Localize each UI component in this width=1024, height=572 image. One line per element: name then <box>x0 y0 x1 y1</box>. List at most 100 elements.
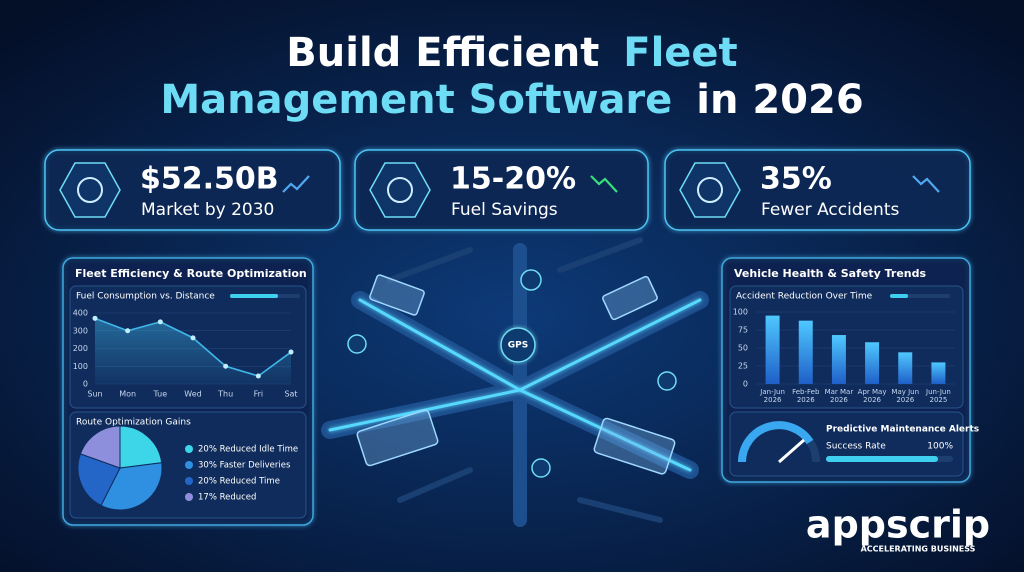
x-tick-label: Mon <box>119 390 136 399</box>
y-tick-label: 100 <box>733 308 748 317</box>
trend-arrow <box>912 175 940 193</box>
x-tick-label: Feb-Feb 2026 <box>792 388 820 404</box>
y-tick-label: 75 <box>738 326 748 335</box>
map <box>321 237 709 527</box>
success-label: Success Rate <box>826 442 886 452</box>
stat-label: Fewer Accidents <box>761 200 900 220</box>
x-tick-label-box: May Jun 2026 <box>891 388 920 404</box>
gauge-needle <box>778 438 805 464</box>
chart-title: Accident Reduction Over Time <box>736 292 873 302</box>
stat-label: Fuel Savings <box>451 200 558 220</box>
trend-arrow <box>282 175 310 193</box>
stat-icon-hexagon <box>679 162 741 218</box>
title-white: in 2026 <box>696 77 863 123</box>
trucks <box>356 274 676 475</box>
gauge-fill <box>738 421 814 463</box>
x-tick-label: Apr May 2026 <box>857 388 887 404</box>
x-tick-label: Fri <box>254 390 264 399</box>
title-line-2: Management Software in 2026 <box>160 77 863 123</box>
gps-label: GPS <box>508 341 528 351</box>
stat-value: 35% <box>760 162 832 197</box>
x-tick-label: Thu <box>217 390 233 399</box>
area-fill <box>95 318 291 384</box>
pie-slice <box>79 425 121 469</box>
legend-swatch <box>185 445 193 453</box>
success-fill <box>826 456 938 462</box>
point <box>223 363 229 369</box>
x-tick-label-box: Mar Mar 2026 <box>824 388 854 404</box>
y-tick-label: 25 <box>738 362 748 371</box>
legend-label: 20% Reduced Time <box>198 477 280 487</box>
stat-value: 15-20% <box>450 162 576 197</box>
title-accent: Fleet <box>623 30 737 76</box>
bar <box>898 352 913 384</box>
y-tick-label: 400 <box>73 309 88 318</box>
stat-card <box>44 149 341 231</box>
x-tick-label: Sun <box>87 390 102 399</box>
bar <box>831 335 846 384</box>
bar <box>931 362 946 384</box>
chart-title: Route Optimization Gains <box>76 418 191 428</box>
y-tick-label: 0 <box>83 380 88 389</box>
pins <box>347 269 677 478</box>
stat-value: $52.50B <box>140 162 279 197</box>
stat-card <box>354 149 649 231</box>
stat-icon-hexagon <box>59 162 121 218</box>
point <box>255 373 261 379</box>
stat-icon <box>697 177 723 203</box>
x-tick-label: Jun-Jun 2025 <box>926 388 951 404</box>
x-tick-label: Jan-Jun 2026 <box>760 388 785 404</box>
bar <box>798 320 813 384</box>
bar <box>765 315 780 384</box>
pie-slice <box>77 453 121 507</box>
legend-label: 17% Reduced <box>198 493 256 503</box>
title-line-1: Build Efficient Fleet <box>286 30 737 76</box>
success-value: 100% <box>927 442 953 452</box>
point <box>157 319 163 325</box>
panel-title: Fleet Efficiency & Route Optimization <box>75 267 307 280</box>
pie-slice <box>100 462 163 511</box>
stat-icon-hexagon <box>369 162 431 218</box>
x-tick-label: Tue <box>152 390 167 399</box>
x-tick-label-box: Jan-Jun 2026 <box>760 388 785 404</box>
chart-title: Fuel Consumption vs. Distance <box>76 292 215 302</box>
legend-swatch <box>185 461 193 469</box>
header-fill <box>230 294 278 298</box>
point <box>190 335 196 341</box>
y-tick-label: 200 <box>73 344 88 353</box>
x-tick-label: Mar Mar 2026 <box>824 388 854 404</box>
y-tick-label: 0 <box>743 380 748 389</box>
stat-icon <box>387 177 413 203</box>
stat-cards: $52.50B Market by 2030 15-20% Fuel Savings 3… <box>44 149 971 231</box>
stat-label: Market by 2030 <box>141 200 274 220</box>
pie-slice <box>119 425 163 469</box>
panel-title: Vehicle Health & Safety Trends <box>734 267 926 280</box>
x-tick-label-box: Jun-Jun 2025 <box>926 388 951 404</box>
y-tick-label: 50 <box>738 344 748 353</box>
legend-swatch <box>185 493 193 501</box>
point <box>125 328 131 334</box>
point <box>288 349 294 355</box>
legend-label: 30% Faster Deliveries <box>198 461 291 471</box>
x-tick-label: Wed <box>184 390 201 399</box>
header-fill <box>890 294 908 298</box>
x-tick-label: May Jun 2026 <box>891 388 920 404</box>
brand-name: appscrip <box>806 503 990 547</box>
x-tick-label: Sat <box>284 390 297 399</box>
y-tick-label: 100 <box>73 362 88 371</box>
brand-tagline: ACCELERATING BUSINESS <box>861 545 976 554</box>
trend-arrow <box>590 175 618 193</box>
title-accent: Management Software <box>160 77 672 123</box>
x-tick-label-box: Apr May 2026 <box>857 388 887 404</box>
legend-swatch <box>185 477 193 485</box>
y-tick-label: 300 <box>73 326 88 335</box>
x-tick-label-box: Feb-Feb 2026 <box>792 388 820 404</box>
title-white: Build Efficient <box>286 30 599 76</box>
stat-icon <box>77 177 103 203</box>
bar <box>865 342 880 384</box>
point <box>92 315 98 321</box>
legend-label: 20% Reduced Idle Time <box>198 445 298 455</box>
stat-card <box>664 149 971 231</box>
maintenance-title: Predictive Maintenance Alerts <box>826 425 979 435</box>
